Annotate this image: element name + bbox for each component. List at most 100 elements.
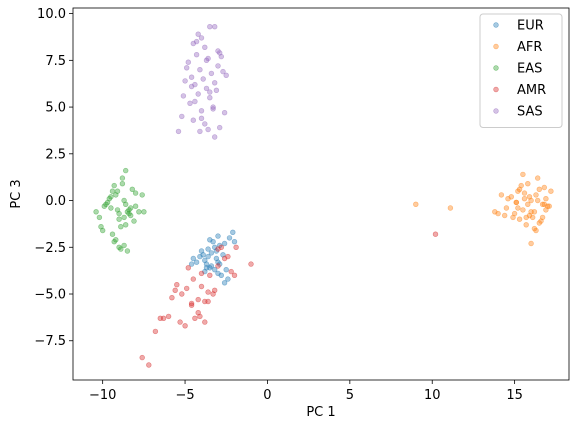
point-afr	[543, 207, 549, 213]
legend-label-afr: AFR	[517, 40, 542, 55]
point-eas	[98, 224, 104, 230]
point-afr	[534, 197, 541, 204]
point-sas	[212, 24, 218, 30]
point-afr	[510, 214, 516, 221]
point-sas	[210, 106, 216, 112]
point-eas	[132, 190, 139, 196]
point-eur	[190, 255, 197, 262]
point-sas	[207, 24, 213, 30]
point-sas	[212, 80, 218, 86]
point-eur	[221, 280, 228, 286]
point-sas	[220, 68, 226, 75]
point-sas	[218, 53, 225, 60]
point-sas	[182, 78, 188, 84]
point-amr	[198, 270, 205, 277]
point-amr	[432, 231, 439, 237]
point-amr	[197, 313, 203, 320]
y-tick-label: −7.5	[34, 334, 66, 349]
point-sas	[200, 76, 206, 82]
point-amr	[188, 302, 195, 308]
point-amr	[182, 323, 188, 329]
point-afr	[515, 205, 521, 211]
point-eas	[114, 188, 121, 194]
y-tick-label: −2.5	[34, 241, 66, 256]
point-amr	[177, 319, 183, 325]
x-tick-label: 15	[506, 388, 523, 403]
point-afr	[447, 205, 454, 211]
point-sas	[207, 94, 213, 101]
y-tick-label: 7.5	[45, 54, 66, 69]
point-sas	[198, 108, 205, 114]
point-amr	[160, 315, 167, 321]
point-afr	[521, 190, 528, 196]
point-eur	[231, 239, 238, 245]
point-sas	[198, 115, 205, 122]
y-tick-label: 5.0	[45, 101, 66, 116]
point-sas	[205, 126, 211, 133]
point-afr	[516, 186, 523, 193]
legend-label-amr: AMR	[517, 83, 546, 98]
point-amr	[188, 300, 195, 307]
point-sas	[208, 70, 215, 77]
legend: EUR AFR EAS AMR SAS	[479, 13, 563, 128]
legend-marker-sas	[493, 108, 499, 114]
point-afr	[541, 201, 547, 208]
point-sas	[203, 57, 210, 63]
point-amr	[231, 272, 238, 278]
point-sas	[190, 117, 197, 123]
point-eur	[203, 261, 210, 267]
point-afr	[502, 212, 508, 219]
point-eas	[128, 212, 134, 219]
point-amr	[228, 268, 234, 275]
point-eas	[108, 205, 114, 211]
point-afr	[516, 216, 523, 222]
point-eur	[223, 267, 229, 273]
point-afr	[523, 222, 529, 228]
point-amr	[192, 315, 198, 321]
point-eas	[139, 192, 145, 198]
point-amr	[146, 362, 152, 368]
point-sas	[202, 44, 208, 50]
x-tick-label: −10	[89, 388, 116, 403]
point-amr	[205, 298, 211, 305]
point-eur	[208, 250, 215, 256]
y-tick-label: −5.0	[34, 288, 66, 303]
x-tick-label: 5	[346, 388, 354, 403]
legend-box	[479, 13, 563, 128]
point-sas	[180, 93, 187, 99]
point-amr	[202, 319, 208, 325]
point-eur	[188, 261, 195, 267]
point-amr	[210, 291, 216, 297]
point-eas	[128, 205, 134, 211]
point-amr	[248, 261, 254, 267]
point-amr	[215, 246, 221, 252]
point-amr	[185, 265, 192, 271]
point-eas	[119, 181, 126, 187]
point-sas	[187, 100, 193, 107]
point-eas	[132, 203, 139, 209]
point-amr	[207, 272, 213, 278]
point-sas	[179, 113, 185, 120]
point-afr	[528, 209, 534, 215]
point-eur	[197, 253, 203, 260]
point-eas	[121, 214, 127, 221]
point-eur	[203, 265, 210, 271]
point-afr	[528, 240, 534, 247]
point-afr	[533, 192, 539, 198]
y-tick-label: 10.0	[37, 7, 66, 22]
point-amr	[184, 285, 190, 292]
point-eas	[108, 194, 114, 200]
point-eur	[193, 259, 200, 265]
point-amr	[152, 328, 159, 335]
point-eas	[131, 218, 137, 224]
point-sas	[197, 128, 203, 135]
point-amr	[172, 287, 178, 293]
legend-marker-afr	[493, 43, 499, 50]
point-sas	[217, 124, 223, 131]
point-afr	[503, 205, 510, 211]
point-eas	[111, 239, 117, 245]
point-afr	[539, 214, 546, 221]
point-amr	[174, 282, 180, 288]
point-eur	[208, 263, 215, 269]
point-eas	[116, 210, 122, 217]
